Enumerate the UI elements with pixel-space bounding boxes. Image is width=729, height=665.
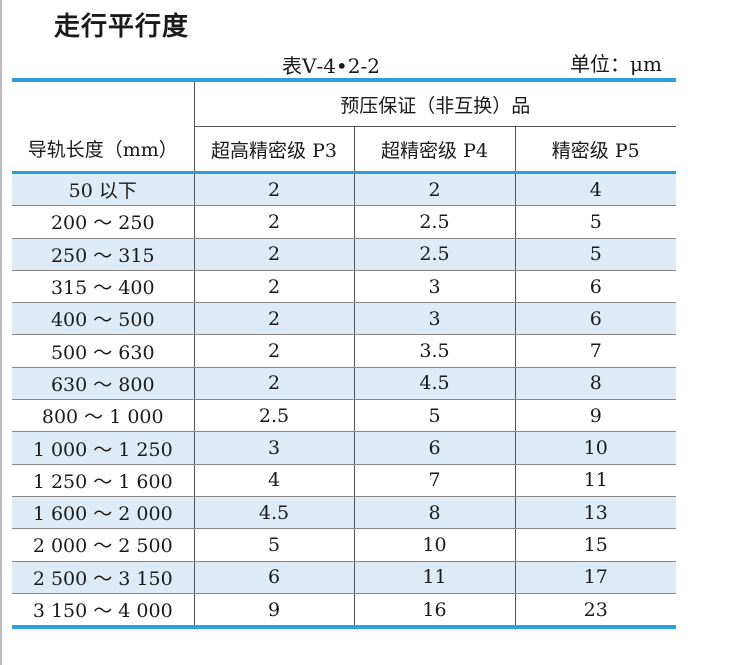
table-caption: 表Ⅴ-4•2-2 [282,54,380,78]
cell-p5: 11 [514,464,676,497]
col-header-p4: 超精密级 P4 [353,126,515,171]
table-row: 200 ～ 250 2 2.5 5 [12,205,676,239]
cell-p3: 9 [193,593,354,626]
cell-p5: 5 [514,238,676,271]
group-header-row: 预压保证（非互换）品 [12,82,676,127]
cell-p3: 3 [193,431,354,465]
cell-p3: 2 [193,367,354,401]
page-left-border [0,0,2,665]
cell-p5: 9 [514,399,676,433]
table-body: 预压保证（非互换）品 导轨长度（mm） 超高精密级 P3 超精密级 P4 精密级… [12,78,676,630]
cell-p4: 3.5 [353,334,515,368]
column-header-row: 导轨长度（mm） 超高精密级 P3 超精密级 P4 精密级 P5 [12,126,676,171]
table-row: 315 ～ 400 2 3 6 [12,270,676,304]
table-bottom-rule [12,625,676,630]
table-row: 630 ～ 800 2 4.5 8 [12,367,676,401]
cell-p3: 5 [193,528,354,562]
cell-rail-length: 1 250 ～ 1 600 [12,464,194,497]
cell-p5: 6 [514,270,676,304]
table-row: 800 ～ 1 000 2.5 5 9 [12,399,676,433]
col-header-rail-length: 导轨长度（mm） [27,139,178,162]
cell-p4: 2.5 [353,238,515,271]
cell-rail-length: 3 150 ～ 4 000 [32,600,173,622]
table-row: 3 150 ～ 4 000 9 16 23 [12,593,676,626]
cell-p3: 2 [193,270,354,304]
cell-rail-length: 2 000 ～ 2 500 [12,528,194,562]
table-row: 2 500 ～ 3 150 6 11 17 [12,561,676,594]
cell-rail-length: 630 ～ 800 [12,367,194,401]
cell-rail-length: 250 ～ 315 [12,238,194,271]
cell-p3: 4.5 [193,496,354,530]
cell-rail-length: 400 ～ 500 [12,302,194,336]
cell-p5: 23 [514,593,676,626]
cell-p4: 3 [353,302,515,336]
cell-p3: 6 [193,561,354,594]
cell-p5: 8 [514,367,676,401]
page-title: 走行平行度 [54,12,190,42]
table-row: 50 以下 2 2 4 [12,174,676,207]
cell-p4: 8 [353,496,515,530]
table-row: 250 ～ 315 2 2.5 5 [12,238,676,271]
header-empty-cell [12,82,194,127]
cell-p4: 4.5 [353,367,515,401]
cell-p5: 7 [514,334,676,368]
cell-rail-length: 2 500 ～ 3 150 [12,561,194,594]
cell-p4: 2 [353,174,515,207]
cell-p5: 5 [514,205,676,239]
group-header: 预压保证（非互换）品 [193,82,676,127]
table-header-rule [12,171,676,174]
cell-rail-length: 1 000 ～ 1 250 [12,431,194,465]
col-header-p5: 精密级 P5 [514,126,676,171]
cell-rail-length: 315 ～ 400 [12,270,194,304]
cell-p4: 3 [353,270,515,304]
table-row: 500 ～ 630 2 3.5 7 [12,334,676,368]
cell-p5: 15 [514,528,676,562]
table-row: 1 000 ～ 1 250 3 6 10 [12,431,676,465]
cell-p5: 17 [514,561,676,594]
cell-p3: 2 [193,238,354,271]
cell-p3: 2 [193,302,354,336]
cell-rail-length: 800 ～ 1 000 [12,399,194,433]
cell-rail-length: 200 ～ 250 [12,205,194,239]
parallelism-table: 预压保证（非互换）品 导轨长度（mm） 超高精密级 P3 超精密级 P4 精密级… [12,78,676,630]
table-row: 1 250 ～ 1 600 4 7 11 [12,464,676,497]
cell-p3: 2 [193,334,354,368]
cell-p3: 2 [193,174,354,207]
cell-p4: 10 [353,528,515,562]
cell-p4: 16 [353,593,515,626]
cell-p4: 11 [353,561,515,594]
cell-p4: 7 [353,464,515,497]
cell-p5: 10 [514,431,676,465]
table-row: 400 ～ 500 2 3 6 [12,302,676,336]
cell-p4: 6 [353,431,515,465]
cell-p4: 5 [353,399,515,433]
cell-p3: 4 [193,464,354,497]
cell-rail-length: 50 以下 [12,174,194,207]
table-top-rule [12,78,676,82]
cell-p3: 2.5 [193,399,354,433]
table-row: 2 000 ～ 2 500 5 10 15 [12,528,676,562]
col-header-p3: 超高精密级 P3 [193,126,354,171]
cell-p5: 13 [514,496,676,530]
table-row: 1 600 ～ 2 000 4.5 8 13 [12,496,676,530]
cell-rail-length: 1 600 ～ 2 000 [12,496,194,530]
cell-rail-length: 500 ～ 630 [12,334,194,368]
cell-p3: 2 [193,205,354,239]
unit-label: 单位：μm [570,52,662,76]
cell-p5: 4 [514,174,676,207]
cell-p5: 6 [514,302,676,336]
cell-p4: 2.5 [353,205,515,239]
